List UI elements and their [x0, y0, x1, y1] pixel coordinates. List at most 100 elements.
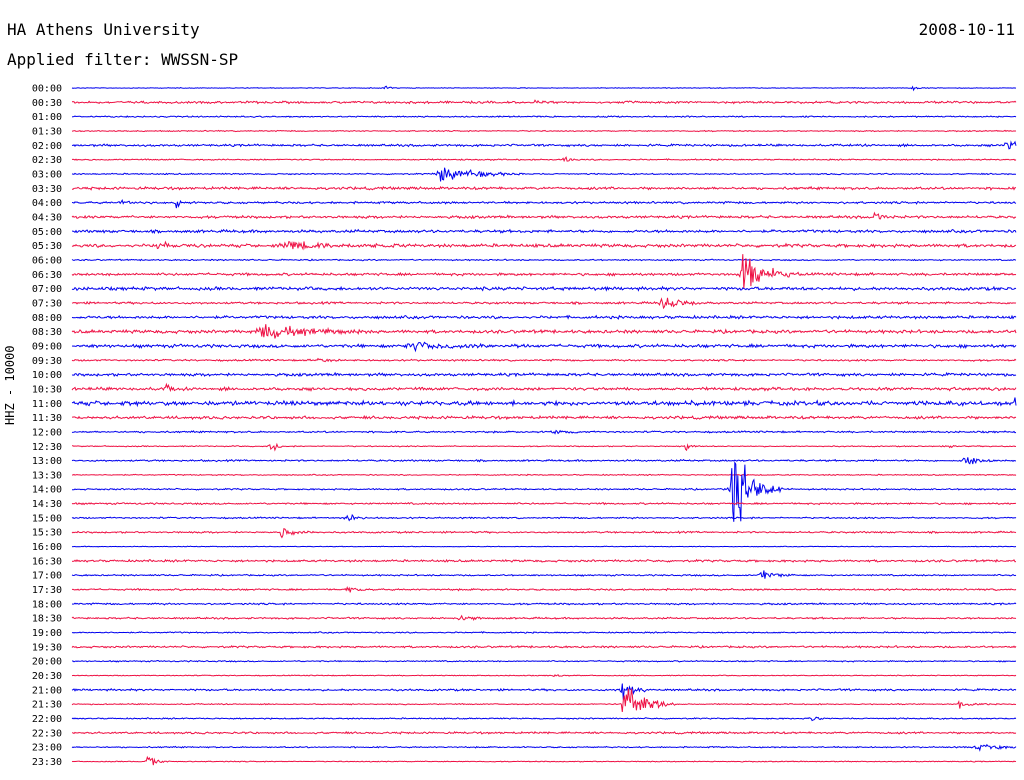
- trace-line: [71, 258, 1017, 262]
- trace-line: [71, 614, 1017, 622]
- trace-line: [71, 254, 1017, 289]
- trace-line: [71, 99, 1017, 105]
- row-time-label: 04:00: [32, 198, 62, 209]
- row-time-label: 19:30: [32, 642, 62, 653]
- trace-line: [71, 644, 1017, 649]
- trace-line: [71, 397, 1017, 408]
- trace-line: [71, 558, 1017, 563]
- row-time-label: 20:00: [32, 657, 62, 668]
- row-time-label: 11:00: [32, 399, 62, 410]
- trace-line: [71, 185, 1017, 191]
- trace-line: [71, 602, 1017, 606]
- row-time-label: 22:30: [32, 728, 62, 739]
- trace-line: [71, 115, 1017, 119]
- trace-line: [71, 457, 1016, 465]
- row-time-label: 21:30: [32, 700, 62, 711]
- row-time-label: 13:00: [32, 456, 62, 467]
- row-time-label: 11:30: [32, 413, 62, 424]
- row-time-label: 15:30: [32, 528, 62, 539]
- trace-line: [71, 513, 1017, 522]
- trace-line: [71, 755, 1017, 766]
- trace-line: [71, 631, 1017, 634]
- trace-line: [71, 585, 1017, 593]
- row-time-label: 03:00: [32, 169, 62, 180]
- trace-line: [72, 228, 1017, 235]
- trace-line: [71, 140, 1017, 150]
- trace-line: [71, 167, 1016, 182]
- trace-line: [71, 674, 1017, 678]
- row-time-label: 15:00: [32, 513, 62, 524]
- trace-line: [71, 528, 1017, 539]
- trace-line: [72, 473, 1017, 477]
- trace-line: [71, 211, 1017, 220]
- row-time-label: 20:30: [32, 671, 62, 682]
- trace-line: [71, 683, 1017, 700]
- row-time-label: 10:30: [32, 384, 62, 395]
- row-time-label: 23:30: [32, 757, 62, 768]
- row-time-label: 18:00: [32, 599, 62, 610]
- row-time-label: 23:00: [32, 743, 62, 754]
- row-time-label: 06:30: [32, 270, 62, 281]
- row-time-label: 06:00: [32, 255, 62, 266]
- trace-line: [71, 730, 1017, 735]
- trace-line: [71, 460, 1017, 522]
- station-title: HA Athens University: [7, 20, 200, 39]
- trace-line: [72, 414, 1017, 421]
- row-time-label: 17:30: [32, 585, 62, 596]
- row-time-label: 16:00: [32, 542, 62, 553]
- trace-line: [71, 357, 1017, 363]
- trace-line: [71, 716, 1017, 722]
- row-time-label: 03:30: [32, 184, 62, 195]
- trace-line: [71, 314, 1017, 320]
- trace-line: [71, 429, 1017, 435]
- row-time-label: 14:00: [32, 485, 62, 496]
- row-time-label: 00:00: [32, 84, 62, 95]
- row-time-label: 17:00: [32, 571, 62, 582]
- trace-line: [72, 659, 1017, 663]
- row-time-label: 13:30: [32, 470, 62, 481]
- row-time-label: 05:30: [32, 241, 62, 252]
- row-time-label: 01:30: [32, 126, 62, 137]
- row-time-label: 07:30: [32, 298, 62, 309]
- row-time-label: 09:00: [32, 341, 62, 352]
- trace-line: [71, 324, 1017, 339]
- trace-line: [71, 545, 1017, 548]
- trace-line: [71, 198, 1017, 209]
- trace-line: [71, 442, 1017, 452]
- row-time-label: 08:00: [32, 313, 62, 324]
- trace-line: [71, 501, 1017, 506]
- row-time-label: 21:00: [32, 685, 62, 696]
- trace-line: [71, 371, 1017, 378]
- row-time-label: 08:30: [32, 327, 62, 338]
- row-time-label: 01:00: [32, 112, 62, 123]
- row-time-label: 22:00: [32, 714, 62, 725]
- row-time-label: 05:00: [32, 227, 62, 238]
- row-time-label: 00:30: [32, 98, 62, 109]
- row-time-label: 02:00: [32, 141, 62, 152]
- row-time-label: 19:00: [32, 628, 62, 639]
- trace-line: [71, 382, 1017, 393]
- row-time-label: 18:30: [32, 614, 62, 625]
- row-time-label: 14:30: [32, 499, 62, 510]
- trace-line: [71, 743, 1017, 752]
- trace-line: [71, 156, 1017, 163]
- row-time-label: 09:30: [32, 356, 62, 367]
- row-time-label: 16:30: [32, 556, 62, 567]
- trace-line: [71, 688, 1017, 712]
- trace-line: [71, 341, 1017, 353]
- row-time-label: 12:30: [32, 442, 62, 453]
- trace-line: [71, 129, 1017, 133]
- filter-label: Applied filter: WWSSN-SP: [7, 50, 239, 69]
- trace-line: [71, 240, 1017, 251]
- row-time-label: 07:00: [32, 284, 62, 295]
- trace-line: [71, 85, 1017, 92]
- date-label: 2008-10-11: [918, 20, 1015, 39]
- row-time-label: 12:00: [32, 427, 62, 438]
- trace-line: [71, 285, 1017, 292]
- row-time-label: 10:00: [32, 370, 62, 381]
- trace-line: [71, 297, 1017, 310]
- row-time-label: 04:30: [32, 212, 62, 223]
- trace-line: [71, 570, 1017, 579]
- row-time-label: 02:30: [32, 155, 62, 166]
